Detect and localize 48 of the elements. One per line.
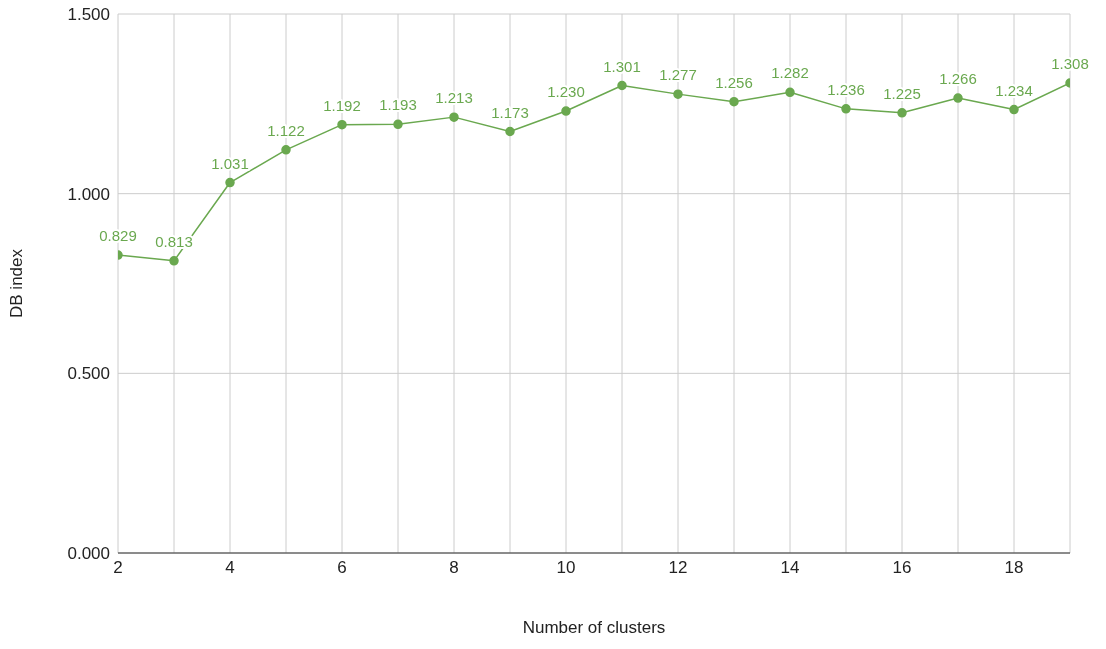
y-tick-label: 1.000	[67, 184, 110, 204]
data-label: 1.301	[603, 57, 641, 75]
data-label: 1.213	[435, 89, 473, 107]
data-label: 1.277	[659, 66, 697, 84]
data-label: 1.192	[323, 96, 361, 114]
point	[225, 177, 235, 188]
data-label: 1.230	[547, 83, 585, 101]
data-label: 1.282	[771, 64, 809, 82]
data-label: 1.031	[211, 154, 249, 172]
point	[449, 112, 459, 122]
data-label: 1.193	[379, 96, 417, 114]
data-label: 0.829	[99, 227, 137, 245]
point	[1009, 104, 1019, 115]
point	[729, 96, 739, 107]
x-tick-label: 14	[780, 558, 800, 578]
y-tick-label: 0.500	[67, 364, 110, 384]
data-label: 1.225	[883, 84, 921, 102]
point	[617, 80, 627, 91]
data-label: 1.266	[939, 70, 977, 88]
x-tick-label: 12	[668, 558, 688, 578]
point	[561, 106, 571, 116]
x-tick-label: 18	[1004, 558, 1024, 578]
point	[841, 104, 851, 114]
point	[897, 108, 907, 118]
data-label: 1.256	[715, 73, 753, 91]
x-tick-label: 4	[225, 558, 235, 578]
point	[785, 87, 795, 98]
point	[505, 126, 515, 137]
data-label: 1.308	[1051, 54, 1089, 72]
point	[673, 89, 683, 99]
data-label: 1.173	[491, 103, 529, 121]
x-tick-label: 16	[892, 558, 912, 578]
x-tick-label: 6	[337, 558, 347, 578]
x-tick-label: 8	[449, 558, 459, 578]
point	[393, 119, 403, 130]
data-label: 1.122	[267, 121, 305, 139]
point	[337, 119, 347, 130]
y-tick-label: 1.500	[67, 5, 110, 25]
y-axis-title: DB index	[7, 248, 27, 318]
y-tick-label: 0.000	[67, 544, 110, 564]
data-label: 1.234	[995, 81, 1033, 99]
point	[953, 93, 963, 103]
x-tick-label: 2	[113, 558, 123, 578]
point	[169, 256, 179, 266]
data-label: 1.236	[827, 80, 865, 98]
x-axis-title: Number of clusters	[522, 618, 666, 637]
x-tick-label: 10	[556, 558, 576, 578]
point	[281, 145, 291, 155]
